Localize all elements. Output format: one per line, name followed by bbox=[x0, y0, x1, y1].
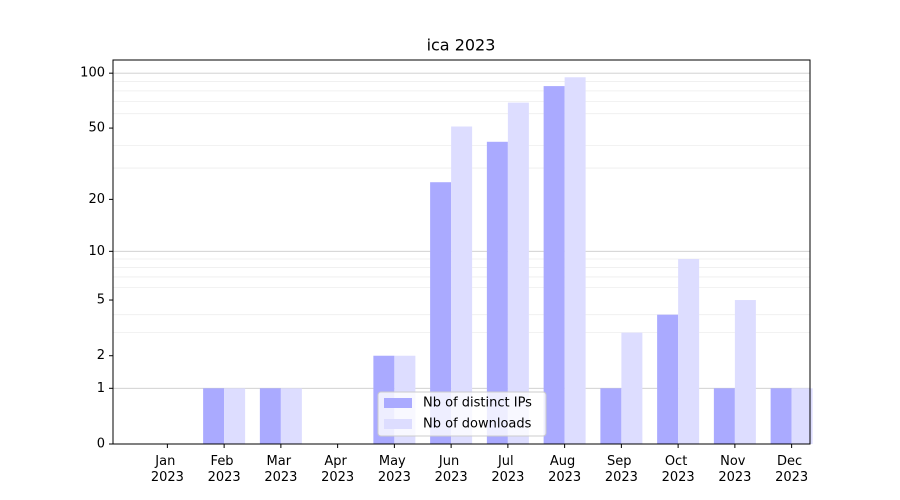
y-tick-label: 2 bbox=[97, 348, 105, 363]
bar bbox=[600, 388, 622, 444]
bar bbox=[678, 258, 700, 444]
x-tick-label: Sep 2023 bbox=[605, 454, 638, 485]
bar bbox=[791, 388, 813, 444]
bar bbox=[657, 314, 679, 444]
bar bbox=[430, 182, 452, 445]
legend-label: Nb of distinct IPs bbox=[423, 396, 532, 411]
y-tick-label: 100 bbox=[80, 66, 105, 81]
bar bbox=[621, 332, 643, 444]
bar bbox=[486, 141, 508, 444]
x-tick-label: Feb 2023 bbox=[208, 454, 241, 485]
y-tick-label: 50 bbox=[88, 121, 105, 136]
x-tick-label: Nov 2023 bbox=[718, 454, 751, 485]
legend-box bbox=[377, 391, 547, 437]
bar bbox=[543, 86, 565, 445]
bar bbox=[734, 300, 756, 444]
x-tick-label: Jun 2023 bbox=[435, 454, 468, 485]
legend-swatch bbox=[384, 398, 412, 408]
y-tick-label: 5 bbox=[97, 293, 105, 308]
y-tick-label: 1 bbox=[97, 381, 105, 396]
bar bbox=[280, 388, 302, 444]
bar bbox=[259, 388, 281, 444]
x-tick-label: Jan 2023 bbox=[151, 454, 184, 485]
x-tick-label: Jul 2023 bbox=[491, 454, 524, 485]
bar bbox=[224, 388, 246, 444]
bar bbox=[507, 102, 529, 445]
plot-frame bbox=[112, 59, 811, 445]
y-tick-label: 10 bbox=[88, 244, 105, 259]
x-tick-label: Oct 2023 bbox=[662, 454, 695, 485]
legend-label: Nb of downloads bbox=[423, 417, 532, 432]
x-tick-label: Aug 2023 bbox=[548, 454, 581, 485]
chart-title: ica 2023 bbox=[427, 36, 496, 55]
x-tick-label: May 2023 bbox=[378, 454, 411, 485]
x-tick-label: Dec 2023 bbox=[775, 454, 808, 485]
bar bbox=[713, 388, 735, 444]
y-tick-label: 0 bbox=[97, 437, 105, 452]
legend-swatch bbox=[384, 419, 412, 429]
x-tick-label: Mar 2023 bbox=[264, 454, 297, 485]
legend: Nb of distinct IPs Nb of downloads bbox=[377, 391, 547, 437]
bar bbox=[451, 126, 473, 445]
x-tick-label: Apr 2023 bbox=[321, 454, 354, 485]
bar bbox=[564, 77, 586, 444]
bar bbox=[770, 388, 792, 444]
y-tick-label: 20 bbox=[88, 192, 105, 207]
bar bbox=[203, 388, 225, 444]
